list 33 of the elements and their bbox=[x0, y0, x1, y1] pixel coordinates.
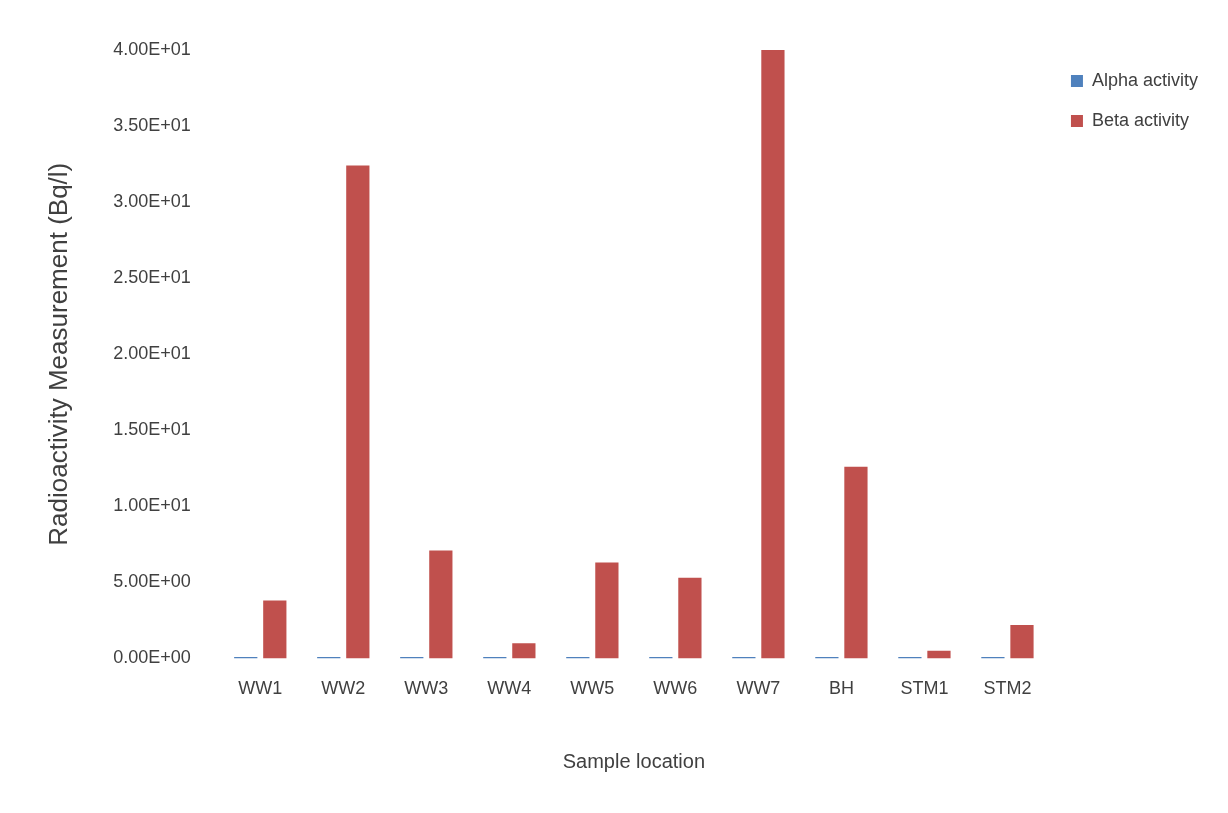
bar bbox=[927, 650, 951, 659]
legend-label: Alpha activity bbox=[1091, 69, 1199, 90]
y-tick-label: 0.00E+00 bbox=[113, 647, 191, 668]
x-axis-title: Sample location bbox=[562, 749, 706, 772]
y-tick-label: 5.00E+00 bbox=[113, 571, 191, 592]
bar bbox=[512, 643, 536, 659]
y-tick-label: 1.50E+01 bbox=[113, 419, 191, 440]
y-tick-label: 4.00E+01 bbox=[113, 38, 191, 59]
y-tick-label: 3.00E+01 bbox=[113, 191, 191, 212]
x-tick-label: WW7 bbox=[736, 678, 781, 699]
y-tick-label: 2.00E+01 bbox=[113, 343, 191, 364]
y-tick-label: 3.50E+01 bbox=[113, 115, 191, 136]
bar bbox=[844, 466, 868, 659]
x-tick-label: STM1 bbox=[900, 678, 949, 699]
legend-label: Beta activity bbox=[1091, 109, 1189, 130]
bar bbox=[761, 50, 785, 659]
x-tick-label: WW6 bbox=[653, 678, 698, 699]
y-tick-label: 1.00E+01 bbox=[113, 495, 191, 516]
bar bbox=[346, 165, 370, 659]
x-tick-label: STM2 bbox=[983, 678, 1032, 699]
x-tick-label: WW5 bbox=[570, 678, 615, 699]
x-tick-label: WW1 bbox=[238, 678, 283, 699]
x-tick-label: BH bbox=[828, 678, 854, 699]
y-axis-title: Radioactivity Measurement (Bq/l) bbox=[42, 162, 73, 546]
x-tick-label: WW4 bbox=[487, 678, 532, 699]
bar bbox=[429, 550, 453, 659]
bar bbox=[263, 600, 287, 659]
bar bbox=[678, 577, 702, 659]
x-tick-label: WW2 bbox=[321, 678, 366, 699]
y-tick-label: 2.50E+01 bbox=[113, 267, 191, 288]
bar bbox=[595, 562, 619, 659]
bar bbox=[1010, 624, 1034, 659]
x-tick-label: WW3 bbox=[404, 678, 449, 699]
